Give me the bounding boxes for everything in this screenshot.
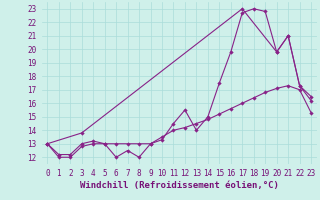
X-axis label: Windchill (Refroidissement éolien,°C): Windchill (Refroidissement éolien,°C) <box>80 181 279 190</box>
